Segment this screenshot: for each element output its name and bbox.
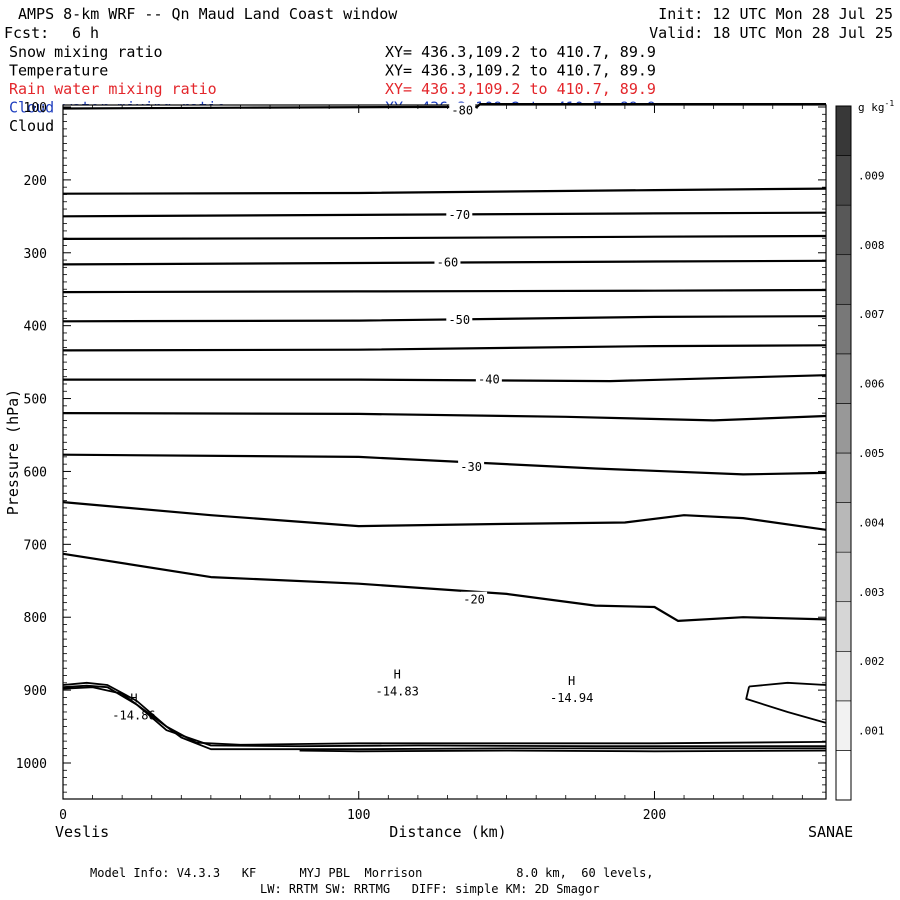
contour-label-background [449, 102, 476, 117]
init-time: Init: 12 UTC Mon 28 Jul 25 [658, 5, 893, 23]
contour-labels: -80 -70 -60 -50 -40 -30 -20 [434, 102, 502, 607]
contour-label-background [475, 371, 502, 386]
colorbar-shade [835, 452, 852, 503]
high-pressure-value: -14.94 [550, 691, 593, 705]
axis-ticks: 100 200 300 400 500 600 700 800 900 1000 0 100 200 [16, 101, 826, 823]
high-pressure-marker: H [394, 667, 401, 681]
colorbar-shade [835, 502, 852, 553]
contour-label: -80 [451, 104, 473, 118]
temperature-isotherm [62, 259, 827, 266]
field-xy-range: XY= 436.3,109.2 to 410.7, 89.9 [385, 43, 656, 61]
field-xy-range: XY= 436.3,109.2 to 410.7, 89.9 [385, 62, 656, 80]
contour-label-background [434, 254, 461, 269]
model-physics-line: LW: RRTM SW: RRTMG DIFF: simple KM: 2D S… [260, 882, 600, 896]
contour-label: -40 [478, 373, 500, 387]
colorbar-shade [835, 650, 852, 702]
temperature-isotherm [62, 315, 827, 323]
colorbar-shade [835, 750, 852, 801]
colorbar-tick-label: .005 [858, 447, 885, 460]
y-tick-label: 400 [24, 320, 47, 335]
contour-label-background [461, 591, 488, 606]
colorbar-tick-label: .001 [858, 725, 885, 738]
surface-pressure-contour [299, 749, 827, 753]
surface-pressure-contour [62, 686, 826, 751]
contour-label-background [446, 311, 473, 326]
high-pressure-value: -14.83 [376, 684, 419, 698]
contour-label-background [446, 206, 473, 221]
colorbar-shade [835, 254, 852, 305]
temperature-isotherm [62, 234, 827, 240]
colorbar-tick-label: .007 [858, 308, 885, 321]
x-tick-label: 0 [59, 808, 67, 823]
colorbar: .001 .002 .003 .004 .005 .006 .007 .008 .009 [835, 105, 885, 801]
field-name: Rain water mixing ratio [9, 80, 217, 98]
temperature-isotherm [62, 211, 827, 218]
colorbar-unit: g kg-1 [858, 99, 894, 114]
surface-pressure-contour [62, 684, 826, 748]
contour-label: -60 [437, 255, 459, 269]
y-tick-label: 300 [24, 247, 47, 262]
right-endpoint-label: SANAE [808, 823, 853, 841]
surface-pressure-contours [62, 681, 827, 753]
colorbar-shade [835, 353, 852, 404]
temperature-isotherm [62, 288, 827, 294]
y-tick-label: 100 [24, 101, 47, 116]
colorbar-tick-label: .003 [858, 586, 885, 599]
plot-frame [62, 104, 827, 800]
contour-label: -50 [448, 313, 470, 327]
surface-pressure-contour [62, 681, 827, 746]
y-tick-label: 600 [24, 465, 47, 480]
forecast-hours: 6 h [72, 24, 99, 42]
x-tick-label: 200 [643, 808, 666, 823]
colorbar-shade [835, 155, 852, 206]
colorbar-shade [835, 204, 852, 256]
high-pressure-marker: H [568, 674, 575, 688]
high-pressure-value: -14.86 [112, 709, 155, 723]
temperature-isotherm [62, 187, 827, 195]
y-tick-label: 800 [24, 611, 47, 626]
y-tick-label: 700 [24, 538, 47, 553]
colorbar-shade [835, 303, 852, 355]
temperature-isotherm [62, 501, 827, 531]
valid-time: Valid: 18 UTC Mon 28 Jul 25 [649, 24, 893, 42]
x-tick-label: 100 [347, 808, 370, 823]
colorbar-tick-label: .009 [858, 169, 885, 182]
colorbar-tick-label: .002 [858, 655, 885, 668]
high-pressure-marker: H [130, 692, 137, 706]
field-name: Temperature [9, 62, 108, 80]
forecast-label: Fcst: [4, 24, 49, 42]
temperature-isotherm [62, 412, 827, 422]
model-info-line: Model Info: V4.3.3 KF MYJ PBL Morrison 8… [90, 866, 654, 880]
y-tick-label: 200 [24, 174, 47, 189]
temperature-isotherm [62, 344, 827, 352]
colorbar-frame [835, 105, 852, 801]
colorbar-tick-label: .008 [858, 239, 885, 252]
contour-label: -20 [463, 593, 485, 607]
field-xy-range: XY= 436.3,109.2 to 410.7, 89.9 [385, 80, 656, 98]
temperature-isotherm [62, 552, 827, 622]
temperature-isotherm [62, 453, 827, 476]
left-endpoint-label: Veslis [55, 823, 109, 841]
contour-label-background [458, 459, 485, 474]
y-tick-label: 1000 [16, 757, 47, 772]
y-axis-label: Pressure (hPa) [4, 389, 22, 515]
colorbar-shade [835, 551, 852, 603]
field-name: Snow mixing ratio [9, 43, 163, 61]
y-tick-label: 500 [24, 393, 47, 408]
surface-pressure-contour [745, 686, 827, 724]
figure-title: AMPS 8-km WRF -- Qn Maud Land Coast wind… [18, 5, 398, 23]
contour-label: -30 [460, 460, 482, 474]
pressure-extrema: H -14.86 H -14.83 H -14.94 [112, 667, 593, 722]
y-tick-label: 900 [24, 684, 47, 699]
colorbar-shade [835, 601, 852, 652]
colorbar-shade [835, 105, 852, 156]
colorbar-shade [835, 403, 852, 454]
colorbar-tick-label: .004 [858, 516, 885, 529]
x-axis-label: Distance (km) [389, 823, 506, 841]
contour-label: -70 [448, 208, 470, 222]
surface-pressure-contour [749, 681, 827, 688]
colorbar-tick-label: .006 [858, 378, 885, 391]
colorbar-shade [835, 700, 852, 751]
